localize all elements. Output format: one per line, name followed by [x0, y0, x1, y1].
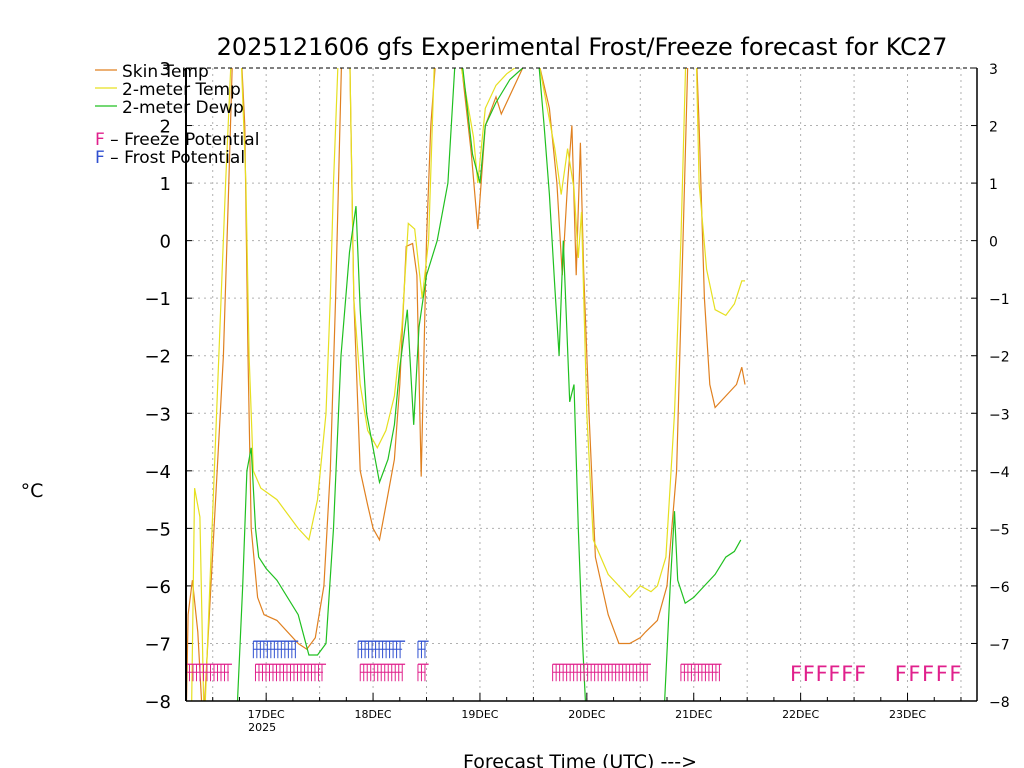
x-tick-label: 18DEC: [355, 708, 392, 721]
x-tick-label: 17DEC: [248, 708, 285, 721]
x-tick-sublabel: 2025: [248, 721, 276, 734]
y-tick-label-left: −3: [144, 404, 171, 425]
chart-title: 2025121606 gfs Experimental Frost/Freeze…: [217, 33, 948, 61]
series-group: [186, 68, 746, 701]
x-axis-label: Forecast Time (UTC) --->: [463, 751, 697, 768]
x-tick-label: 19DEC: [461, 708, 498, 721]
legend-label: Skin Temp: [122, 62, 209, 82]
series-line-2-meter-temp: [191, 68, 745, 701]
y-tick-label-right: −3: [989, 407, 1010, 423]
y-tick-label-left: 0: [160, 232, 171, 253]
series-line-skin-temp: [186, 68, 746, 701]
freeze-marker-letter: F: [922, 662, 934, 686]
freeze-marker-letter: F: [841, 662, 853, 686]
y-tick-label-left: −8: [144, 692, 171, 713]
y-tick-label-right: 1: [989, 177, 998, 193]
x-tick-label: 21DEC: [675, 708, 712, 721]
y-tick-label-right: −1: [989, 292, 1010, 308]
x-tick-label: 20DEC: [568, 708, 605, 721]
y-tick-label-right: 0: [989, 235, 998, 251]
y-tick-label-left: −1: [144, 289, 171, 310]
y-tick-label-left: −7: [144, 634, 171, 655]
legend-marker-label: F – Freeze Potential: [95, 130, 259, 150]
y-tick-label-left: −4: [144, 462, 171, 483]
y-tick-label-right: −4: [989, 465, 1010, 481]
series-line-2-meter-dewp: [236, 68, 742, 701]
freeze-marker-letter: F: [816, 662, 828, 686]
y-tick-label-left: 3: [160, 59, 171, 80]
y-tick-label-right: −8: [989, 695, 1010, 711]
y-tick-label-right: 3: [989, 62, 998, 78]
y-tick-label-left: −6: [144, 577, 171, 598]
y-tick-label-left: 2: [160, 117, 171, 138]
freeze-marker-letter: F: [908, 662, 920, 686]
freeze-marker-letter: F: [854, 662, 866, 686]
freeze-marker-letter: F: [790, 662, 802, 686]
y-tick-label-right: −5: [989, 522, 1010, 538]
y-tick-label-right: 2: [989, 120, 998, 136]
legend-marker-label: F – Frost Potential: [95, 148, 245, 168]
freeze-marker-letter: F: [895, 662, 907, 686]
y-tick-label-right: −6: [989, 580, 1010, 596]
freeze-marker-letter: F: [949, 662, 961, 686]
x-tick-label: 22DEC: [782, 708, 819, 721]
y-tick-label-left: 1: [160, 174, 171, 195]
freeze-marker-letter: F: [936, 662, 948, 686]
y-tick-label-left: −5: [144, 519, 171, 540]
y-tick-label-right: −2: [989, 350, 1010, 366]
legend-label: 2-meter Temp: [122, 80, 241, 100]
y-tick-label-left: −2: [144, 347, 171, 368]
freeze-marker-letter: F: [828, 662, 840, 686]
freeze-marker-letter: F: [803, 662, 815, 686]
legend-label: 2-meter Dewp: [122, 98, 244, 118]
y-axis-label: °C: [21, 480, 44, 502]
x-tick-label: 23DEC: [889, 708, 926, 721]
plot-area: −8 −8 −7 −7 −6 −6 −5 −5 −4 −4 −3 −3 −2 −2 −1 −1 0 0 1 1 2 2 3 3…: [144, 59, 1010, 734]
y-tick-label-right: −7: [989, 637, 1010, 653]
